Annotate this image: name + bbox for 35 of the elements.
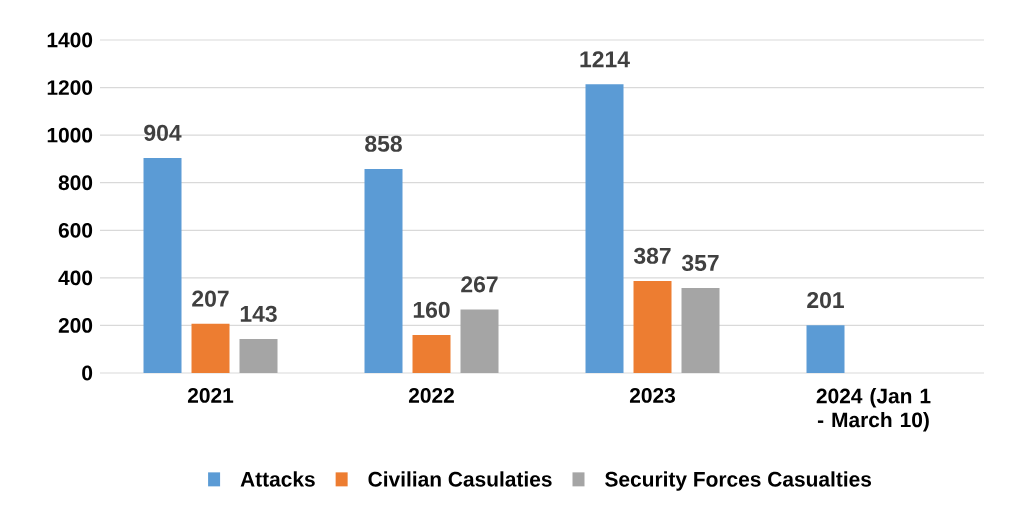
bar xyxy=(460,309,499,373)
bar xyxy=(191,323,230,373)
bar xyxy=(681,288,720,373)
y-tick-label: 0 xyxy=(82,365,93,381)
data-label: 387 xyxy=(633,247,671,264)
y-tick-label: 1200 xyxy=(47,80,93,95)
y-tick-label: 600 xyxy=(58,222,93,238)
bar xyxy=(806,325,845,373)
x-tick-label: 2024 (Jan 1 - March 10) xyxy=(816,388,931,432)
data-label: 267 xyxy=(461,276,498,293)
data-label: 207 xyxy=(192,290,229,307)
y-tick-label: 800 xyxy=(58,175,93,191)
data-label: 357 xyxy=(681,254,719,272)
y-tick-label: 200 xyxy=(58,318,93,333)
x-tick-label: 2022 xyxy=(408,388,454,403)
bar xyxy=(364,168,403,373)
bar xyxy=(412,334,451,373)
y-tick-label: 1400 xyxy=(47,32,93,48)
x-tick-label: 2021 xyxy=(187,388,234,403)
y-tick-label: 400 xyxy=(58,270,93,286)
legend-label: Security Forces Casualties xyxy=(605,471,872,491)
data-label: 160 xyxy=(413,301,450,318)
data-label: 858 xyxy=(365,135,402,152)
data-label: 143 xyxy=(240,305,277,322)
bar xyxy=(585,84,624,373)
x-tick-label: 2023 xyxy=(629,388,676,403)
bar xyxy=(633,280,672,373)
data-label: 201 xyxy=(807,291,844,309)
y-tick-label: 1000 xyxy=(47,127,93,143)
data-label: 904 xyxy=(144,124,182,141)
data-label: 1214 xyxy=(580,51,630,68)
bar xyxy=(143,157,182,373)
bar xyxy=(239,338,278,373)
legend-label: Civilian Casulaties xyxy=(368,471,552,487)
legend-label: Attacks xyxy=(240,471,315,487)
